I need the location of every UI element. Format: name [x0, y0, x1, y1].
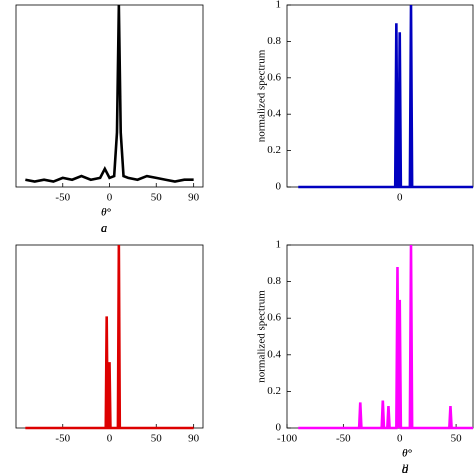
- plot-frame: [286, 4, 474, 188]
- y-tick-label: 0.6: [267, 71, 281, 83]
- panel-caption: c: [101, 220, 107, 235]
- x-tick-label: -50: [55, 433, 70, 445]
- y-tick-label: 1: [276, 0, 282, 11]
- panel-caption: a: [101, 220, 108, 235]
- x-tick-label: 0: [107, 192, 113, 204]
- x-tick-label: 90: [188, 192, 200, 204]
- plot-frame: [286, 244, 474, 429]
- spectrum-line: [25, 244, 194, 430]
- x-axis-label: θ°: [101, 207, 111, 219]
- x-tick-label: 0: [397, 192, 403, 204]
- x-tick-label: -50: [55, 192, 70, 204]
- y-axis-label: normalized spectrum: [256, 290, 268, 383]
- x-tick-label: -50: [336, 433, 351, 445]
- x-tick-label: -100: [277, 433, 298, 445]
- y-axis-label: normalized spectrum: [256, 49, 268, 142]
- y-tick-label: 0.8: [267, 275, 281, 287]
- panel-caption: d: [402, 461, 409, 474]
- panel-caption: b: [402, 461, 409, 474]
- y-tick-label: 0.4: [267, 108, 281, 120]
- x-axis-label: θ°: [101, 207, 111, 219]
- y-tick-label: 0: [276, 422, 282, 434]
- spectrum-line: [298, 244, 473, 430]
- x-tick-label: 0: [397, 433, 403, 445]
- x-tick-label: 0: [107, 433, 113, 445]
- y-tick-label: 0.2: [267, 144, 281, 156]
- spectrum-line: [298, 4, 473, 189]
- y-tick-label: 0.8: [267, 35, 281, 47]
- x-tick-label: 50: [151, 433, 163, 445]
- y-tick-label: 0.6: [267, 312, 281, 324]
- y-tick-label: 0.2: [267, 385, 281, 397]
- x-axis-label: θ°: [402, 448, 412, 460]
- x-tick-label: 50: [151, 192, 163, 204]
- x-axis-label: θ°: [402, 448, 412, 460]
- x-tick-label: 90: [188, 433, 200, 445]
- y-tick-label: 0: [276, 181, 282, 193]
- spectrum-line: [25, 4, 194, 183]
- y-tick-label: 0.4: [267, 348, 281, 360]
- x-tick-label: 50: [451, 433, 463, 445]
- plot-frame: [15, 4, 204, 188]
- y-tick-label: 1: [276, 239, 282, 251]
